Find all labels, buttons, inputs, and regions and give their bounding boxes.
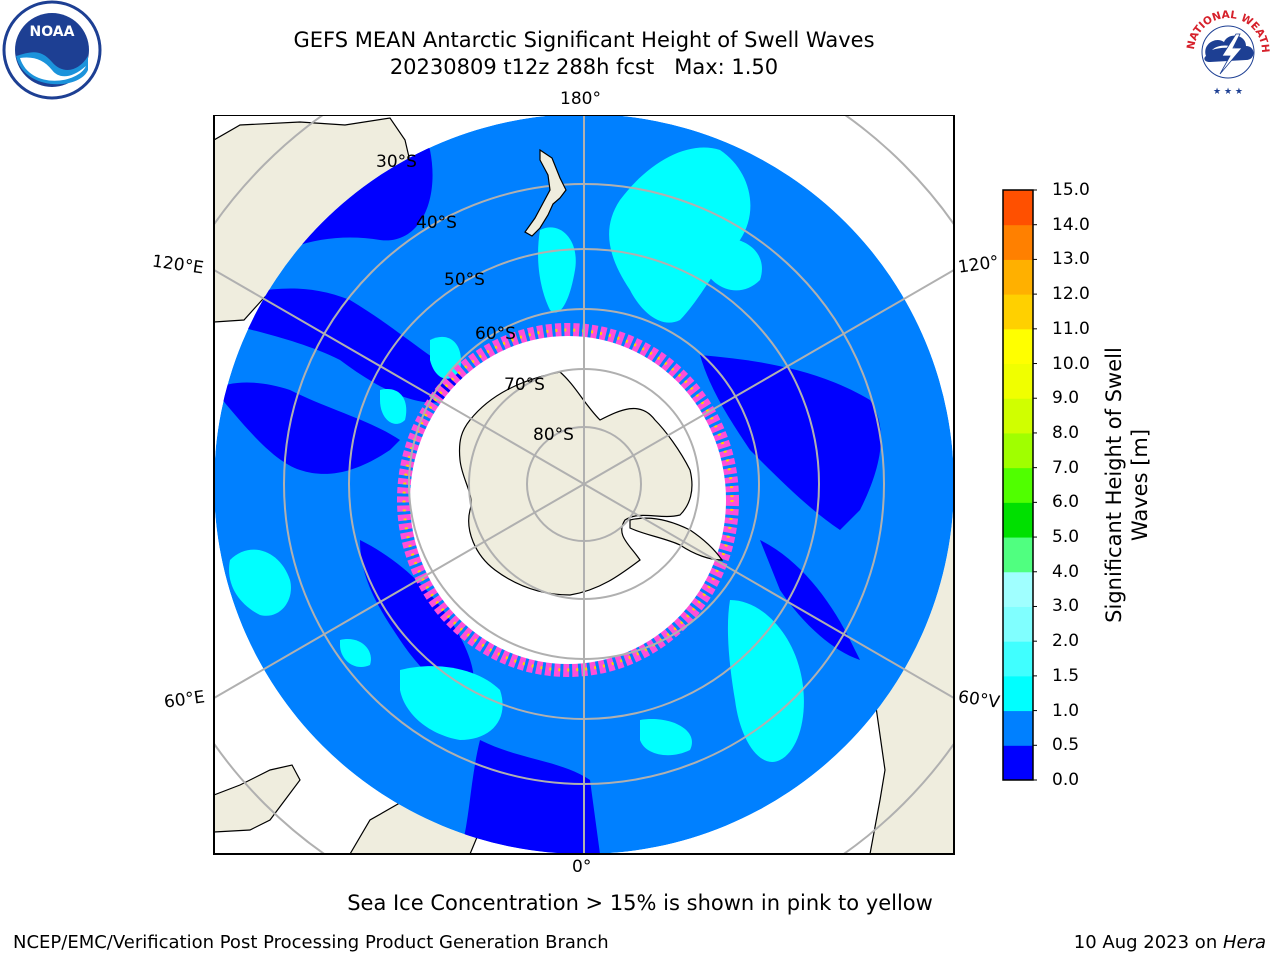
colorbar-tick-label: 7.0 bbox=[1052, 457, 1080, 478]
graticule bbox=[214, 115, 954, 854]
colorbar-tick-label: 4.0 bbox=[1052, 561, 1080, 582]
colorbar-tick-label: 11.0 bbox=[1052, 318, 1090, 339]
colorbar-segment bbox=[1003, 363, 1033, 399]
lon-label-lower-right: 60°V bbox=[956, 687, 1001, 713]
sea-ice-note: Sea Ice Concentration > 15% is shown in … bbox=[347, 891, 933, 915]
antarctica bbox=[458, 371, 693, 596]
producer-credit: NCEP/EMC/Verification Post Processing Pr… bbox=[13, 932, 609, 953]
new-zealand bbox=[524, 148, 567, 237]
colorbar-tick-label: 10.0 bbox=[1052, 353, 1090, 374]
run-date-text: 10 Aug 2023 on bbox=[1073, 932, 1223, 953]
colorbar-tick-label: 12.0 bbox=[1052, 284, 1090, 305]
lat-label-60s: 60°S bbox=[475, 324, 516, 344]
colorbar-tick-label: 8.0 bbox=[1052, 422, 1080, 443]
lat-label-30s: 30°S bbox=[376, 152, 417, 172]
colorbar-segment bbox=[1003, 606, 1033, 642]
colorbar-segment bbox=[1003, 398, 1033, 434]
colorbar-segment bbox=[1003, 432, 1033, 469]
colorbar-tick-label: 14.0 bbox=[1052, 214, 1090, 235]
colorbar-segment bbox=[1003, 537, 1033, 573]
host-name: Hera bbox=[1222, 932, 1266, 953]
colorbar-segment bbox=[1003, 294, 1033, 330]
colorbar-segment bbox=[1003, 467, 1033, 503]
mid-swell-regions bbox=[229, 147, 804, 762]
noaa-logo-text: NOAA bbox=[30, 24, 75, 40]
lon-label-upper-left: 120°E bbox=[150, 251, 205, 279]
lon-label-bottom: 0° bbox=[572, 857, 592, 877]
colorbar-tick-label: 0.0 bbox=[1052, 770, 1080, 790]
colorbar-segment bbox=[1003, 641, 1033, 677]
colorbar-segment bbox=[1003, 190, 1033, 226]
colorbar-tick-label: 15.0 bbox=[1052, 180, 1090, 200]
colorbar-tick-label: 9.0 bbox=[1052, 388, 1080, 409]
colorbar-segment bbox=[1003, 571, 1033, 607]
chart-title: GEFS MEAN Antarctic Significant Height o… bbox=[293, 28, 875, 52]
lat-label-80s: 80°S bbox=[533, 425, 574, 445]
noaa-logo: NOAA bbox=[2, 0, 102, 100]
colorbar-tick-label: 2.0 bbox=[1052, 631, 1080, 652]
nws-logo: NATIONAL WEATHER SERVICE ★ ★ ★ bbox=[1176, 0, 1275, 97]
lon-label-upper-right: 120° bbox=[956, 252, 1001, 278]
colorbar-segment bbox=[1003, 259, 1033, 295]
colorbar-segment bbox=[1003, 745, 1033, 781]
chart-subtitle: 20230809 t12z 288h fcst Max: 1.50 bbox=[389, 55, 779, 79]
polar-map bbox=[213, 115, 955, 855]
colorbar-label: Significant Height of Swell Waves [m] bbox=[1102, 347, 1152, 623]
colorbar-tick-label: 6.0 bbox=[1052, 492, 1080, 513]
lon-label-top: 180° bbox=[560, 89, 601, 109]
colorbar-segment bbox=[1003, 328, 1033, 365]
colorbar-tick-label: 1.5 bbox=[1052, 665, 1080, 686]
lat-label-50s: 50°S bbox=[444, 270, 485, 290]
colorbar bbox=[1002, 189, 1037, 781]
colorbar-segment bbox=[1003, 224, 1033, 260]
colorbar-segment bbox=[1003, 710, 1033, 746]
colorbar-segment bbox=[1003, 502, 1033, 538]
run-date: 10 Aug 2023 on Hera bbox=[1074, 932, 1266, 953]
colorbar-tick-label: 13.0 bbox=[1052, 249, 1090, 270]
lon-label-lower-left: 60°E bbox=[162, 687, 207, 713]
colorbar-tick-label: 3.0 bbox=[1052, 596, 1080, 617]
colorbar-tick-label: 0.5 bbox=[1052, 735, 1080, 756]
lat-label-70s: 70°S bbox=[504, 375, 545, 395]
colorbar-segment bbox=[1003, 675, 1033, 712]
colorbar-tick-label: 5.0 bbox=[1052, 527, 1080, 548]
colorbar-tick-label: 1.0 bbox=[1052, 700, 1080, 721]
lat-label-40s: 40°S bbox=[416, 213, 457, 233]
svg-text:★ ★ ★: ★ ★ ★ bbox=[1213, 87, 1243, 97]
